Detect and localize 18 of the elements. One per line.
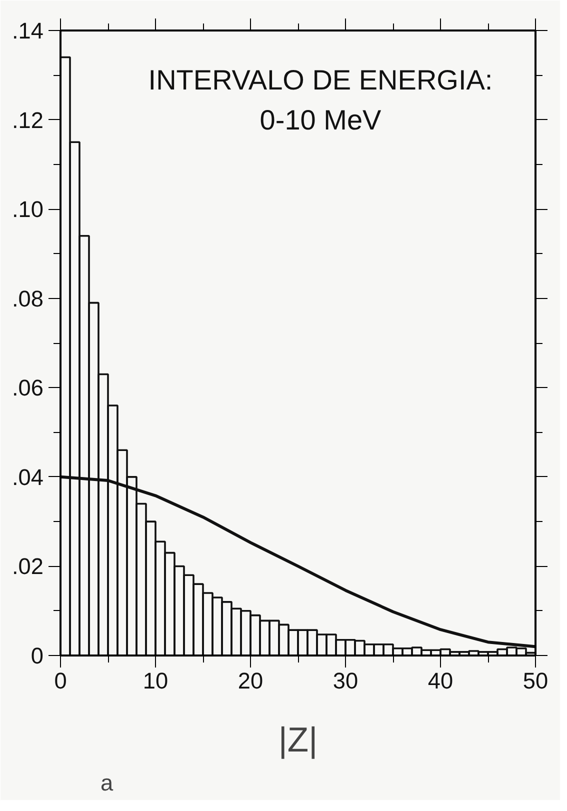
y-tick-label: .10 (12, 196, 44, 222)
x-axis-title: |Z| (278, 722, 318, 760)
text: a (100, 770, 114, 796)
y-tick-label: 0 (30, 642, 44, 668)
y-tick-label: .12 (12, 106, 44, 133)
x-tick-label: 10 (142, 668, 168, 694)
y-tick-label: .02 (12, 553, 44, 580)
y-tick-label: .04 (12, 464, 44, 490)
annotation: 0-10 MeV (260, 104, 382, 136)
x-tick-label: 20 (238, 668, 264, 694)
x-tick-label: 40 (428, 668, 454, 694)
x-tick-label: 0 (54, 668, 67, 694)
y-tick-label: .08 (12, 285, 44, 312)
annotation: INTERVALO DE ENERGIA: (148, 64, 493, 96)
y-tick-label: .06 (12, 374, 44, 401)
y-tick-label: .14 (12, 18, 44, 44)
x-tick-label: 50 (522, 668, 548, 694)
x-tick-label: 30 (332, 668, 358, 694)
